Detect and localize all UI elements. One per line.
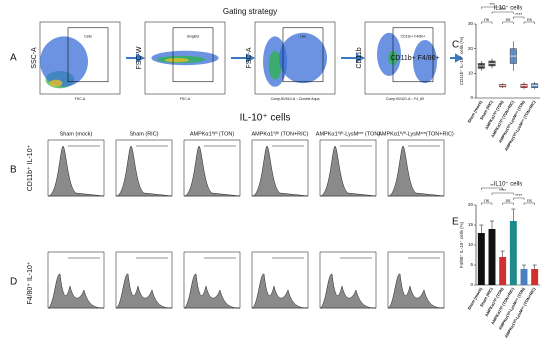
bar [488,229,496,285]
group-title: Sham (RIC) [129,131,158,137]
row-y-label: F4/80⁺ IL-10⁺ [27,261,34,304]
y-tick-label: 20 [468,46,474,51]
sig-label: ns [527,17,533,22]
histogram [319,273,377,309]
bar [509,221,517,285]
sig-bracket [481,6,503,9]
histogram [115,145,173,197]
y-tick-label: 20 [468,202,474,207]
sig-bracket [481,187,503,190]
gate [67,27,109,83]
sig-bracket [502,21,514,24]
gate-label: Live [300,34,306,38]
plot-y-label: CD11b [356,47,363,68]
histogram [115,273,173,309]
y-tick-label: 30 [468,21,474,26]
density-blob [40,36,88,87]
histogram [47,145,105,197]
arrow [450,53,463,63]
y-tick-label: 5 [470,262,473,267]
arrow [341,53,366,63]
chart-title: IL10⁺ cells [494,181,523,188]
sig-label: ns [484,198,490,203]
density-blob [279,32,327,84]
sig-bracket [523,202,535,205]
sig-label: **** [499,188,506,193]
panel-label: B [10,165,17,176]
plot-y-label: SSC-A [31,47,38,69]
sig-label: ns [506,17,512,22]
histogram [387,145,445,197]
gate-label: Singlets [187,34,200,38]
y-axis-label: F4/80⁺ IL-10⁺ cells (%) [459,221,464,268]
sig-label: **** [515,12,522,17]
density-blob [268,50,282,80]
arrow [231,53,256,63]
plot-x-label: FSC-A [75,97,86,101]
plot-y-label: FSC-W [136,46,143,69]
sig-label: **** [515,193,522,198]
callout: CD11b+ F4/80+ [390,55,439,62]
sig-bracket [481,21,493,24]
y-tick-label: 0 [470,95,473,100]
plot-x-label: Comp-BV510-A :: Zombie Aqua [271,97,320,101]
histogram [183,273,241,309]
y-tick-label: 0 [470,282,473,287]
group-title: AMPKα1ᶠˡ/ᶠˡ-LysMᶜʳᵉ(TON+RIC) [378,130,454,137]
group-title: AMPKα1ᶠˡ/ᶠˡ (TON) [190,130,234,137]
histogram [387,273,445,309]
histogram [183,145,241,197]
sig-label: ns [527,198,533,203]
chart-title: IL10⁺ cells [494,5,523,12]
histogram [251,145,309,197]
group-title: Sham (mock) [60,131,93,137]
panel-label: D [10,277,17,288]
sig-bracket [491,192,514,195]
sig-label: ns [506,198,512,203]
y-tick-label: 10 [468,71,474,76]
histogram [251,273,309,309]
row-y-label: CD11b⁺ IL-10⁺ [27,144,34,191]
sig-label: ** [490,183,494,188]
bar [520,269,528,285]
group-title: AMPKα1ᶠˡ/ᶠˡ-LysMᶜʳᵉ (TON) [316,130,381,137]
sig-label: ns [484,17,490,22]
plot-x-label: FSC-A [180,97,191,101]
histogram [319,145,377,197]
gate [282,27,324,83]
bar [499,257,507,285]
sig-label: **** [499,7,506,12]
sig-bracket [513,16,525,19]
y-tick-label: 15 [468,222,474,227]
sig-bracket [523,21,535,24]
panel-label: A [10,53,17,64]
bar [477,233,485,285]
sig-bracket [513,197,525,200]
sig-bracket [481,202,493,205]
gate [392,27,434,83]
gate-label: CD11b+ F4/80+ [401,34,426,38]
plot-y-label: FSC-A [246,47,253,68]
sig-bracket [491,11,514,14]
sig-bracket [502,202,514,205]
panel-label: E [452,217,459,228]
density-blob [49,79,63,87]
section-title: IL-10⁺ cells [240,113,291,124]
plot-x-label: Comp-BV421-A :: F4_80 [386,97,424,101]
y-axis-label: CD11b⁺ IL-10⁺ cells (%) [459,36,464,85]
group-title: AMPKα1ᶠˡ/ᶠˡ (TON+RIC) [252,130,309,137]
sig-label: *** [489,2,495,7]
arrow [126,53,146,63]
histogram [47,273,105,309]
y-tick-label: 10 [468,242,474,247]
density-blob [413,40,437,84]
bar [531,269,539,285]
density-blob [165,58,189,63]
panel-label: C [452,40,459,51]
gate [172,27,214,83]
gating-title: Gating strategy [223,7,277,16]
gate-label: Cells [84,34,92,38]
